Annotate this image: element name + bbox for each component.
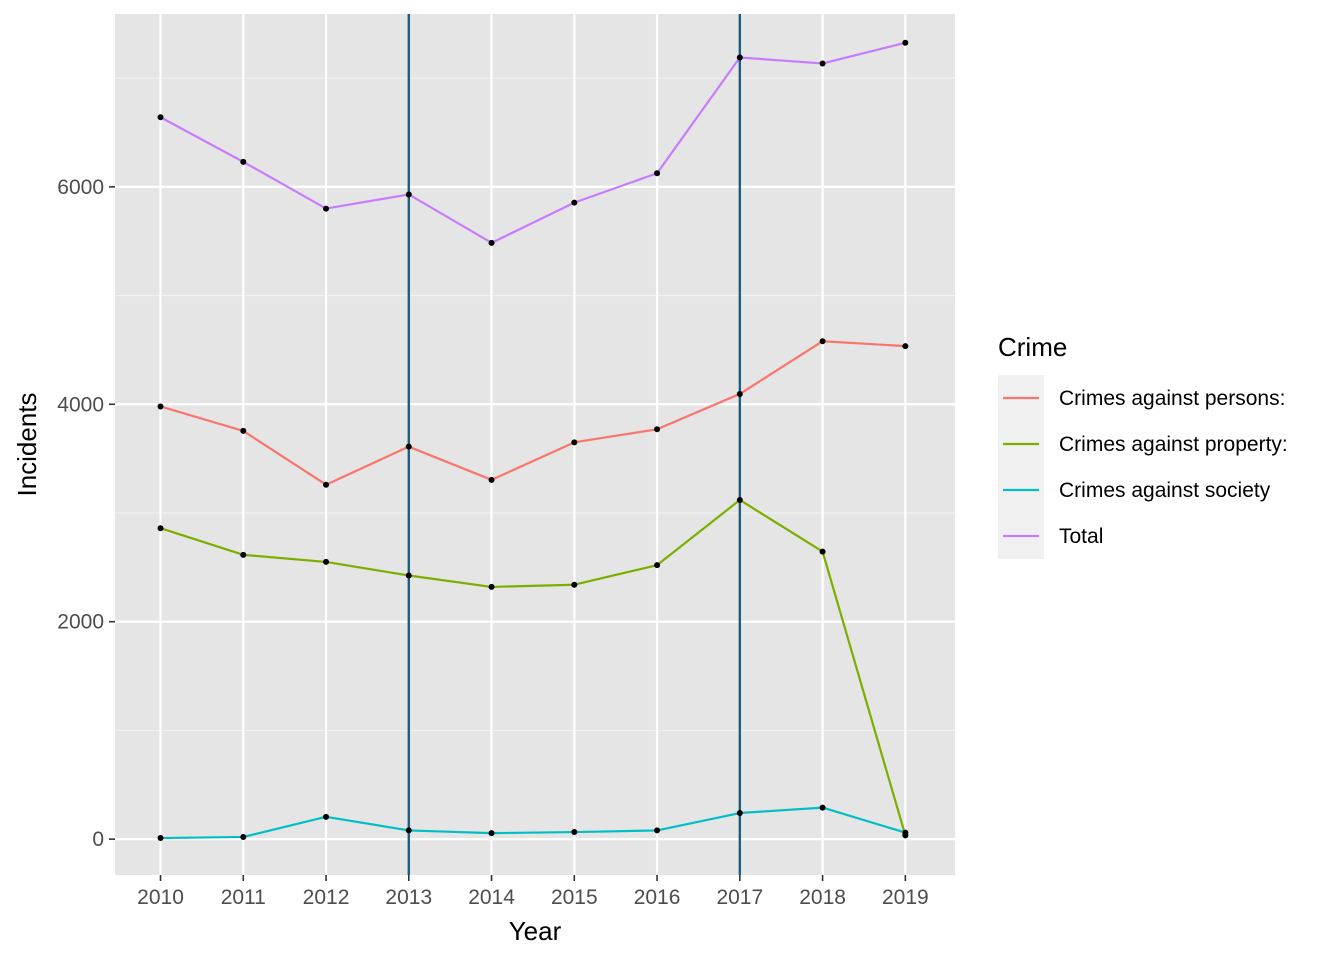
x-tick-label: 2019 — [882, 886, 929, 909]
data-point — [736, 810, 743, 817]
data-point — [571, 829, 578, 836]
data-point — [405, 827, 412, 834]
data-point — [736, 496, 743, 503]
data-point — [819, 60, 826, 67]
x-tick-label: 2015 — [551, 886, 598, 909]
y-tick-label: 6000 — [57, 176, 104, 199]
data-point — [323, 813, 330, 820]
data-point — [240, 427, 247, 434]
legend-label-1: Crimes against property: — [1059, 433, 1288, 456]
y-axis-title: Incidents — [12, 392, 42, 496]
minor-gridlines — [115, 77, 955, 731]
x-axis-title: Year — [509, 916, 562, 946]
data-point — [902, 39, 909, 46]
legend-label-3: Total — [1059, 525, 1103, 548]
x-tick-label: 2014 — [468, 886, 515, 909]
series-line-1 — [160, 498, 907, 836]
data-point — [654, 562, 661, 569]
data-point — [157, 835, 164, 842]
data-point — [736, 390, 743, 397]
data-point — [405, 443, 412, 450]
data-point — [654, 827, 661, 834]
legend: Crime Crimes against persons:Crimes agai… — [998, 332, 1288, 559]
data-point — [488, 476, 495, 483]
data-point — [323, 558, 330, 565]
y-tick-label: 0 — [92, 828, 104, 851]
data-point — [902, 829, 909, 836]
data-point — [819, 338, 826, 345]
data-point — [736, 54, 743, 61]
legend-label-0: Crimes against persons: — [1059, 387, 1285, 410]
series-line-3 — [159, 41, 906, 244]
legend-key-background — [998, 375, 1044, 559]
plot-panel — [115, 14, 955, 875]
data-point — [902, 343, 909, 350]
x-axis: 2010 2011 2012 2013 2014 2015 2016 2017 2018 2019 — [137, 875, 929, 909]
data-point — [488, 239, 495, 246]
data-point — [571, 199, 578, 206]
series-line-2 — [160, 806, 906, 840]
data-point — [654, 170, 661, 177]
data-point — [488, 583, 495, 590]
data-point — [654, 426, 661, 433]
data-point — [488, 830, 495, 837]
data-points — [157, 39, 909, 842]
data-point — [240, 551, 247, 558]
x-tick-label: 2018 — [799, 886, 846, 909]
x-tick-label: 2017 — [716, 886, 763, 909]
data-point — [819, 548, 826, 555]
x-tick-label: 2010 — [137, 886, 184, 909]
series-lines — [159, 41, 907, 840]
data-point — [240, 158, 247, 165]
data-point — [571, 439, 578, 446]
data-point — [405, 191, 412, 198]
data-point — [157, 114, 164, 121]
series-line-0 — [160, 340, 906, 486]
legend-title: Crime — [998, 332, 1067, 362]
data-point — [240, 833, 247, 840]
data-point — [157, 525, 164, 532]
legend-label-2: Crimes against society — [1059, 479, 1271, 502]
data-point — [819, 804, 826, 811]
x-tick-label: 2011 — [221, 886, 266, 909]
data-point — [571, 581, 578, 588]
data-point — [157, 403, 164, 410]
y-tick-label: 4000 — [57, 393, 104, 416]
y-tick-label: 2000 — [57, 611, 104, 634]
data-point — [323, 481, 330, 488]
data-point — [405, 572, 412, 579]
y-axis: 0 2000 4000 6000 — [57, 176, 115, 851]
legend-items: Crimes against persons: Crimes against pr… — [1003, 387, 1288, 548]
x-tick-label: 2013 — [385, 886, 432, 909]
data-point — [323, 205, 330, 212]
x-tick-label: 2016 — [634, 886, 681, 909]
x-tick-label: 2012 — [303, 886, 350, 909]
